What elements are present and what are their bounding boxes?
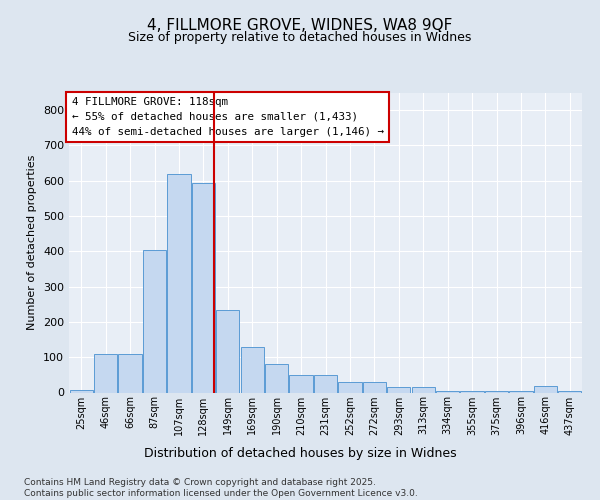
Y-axis label: Number of detached properties: Number of detached properties — [28, 155, 37, 330]
Bar — [241, 346, 264, 393]
Bar — [363, 382, 386, 392]
Bar — [143, 250, 166, 392]
Bar — [265, 364, 288, 392]
Text: Contains HM Land Registry data © Crown copyright and database right 2025.
Contai: Contains HM Land Registry data © Crown c… — [24, 478, 418, 498]
Text: Distribution of detached houses by size in Widnes: Distribution of detached houses by size … — [143, 448, 457, 460]
Bar — [289, 375, 313, 392]
Bar — [314, 375, 337, 392]
Bar — [387, 387, 410, 392]
Text: 4, FILLMORE GROVE, WIDNES, WA8 9QF: 4, FILLMORE GROVE, WIDNES, WA8 9QF — [148, 18, 452, 32]
Bar — [534, 386, 557, 392]
Bar — [460, 390, 484, 392]
Bar — [94, 354, 117, 393]
Bar — [216, 310, 239, 392]
Text: 4 FILLMORE GROVE: 118sqm
← 55% of detached houses are smaller (1,433)
44% of sem: 4 FILLMORE GROVE: 118sqm ← 55% of detach… — [71, 97, 383, 136]
Bar — [70, 390, 93, 392]
Bar — [412, 387, 435, 392]
Bar — [338, 382, 362, 392]
Bar — [118, 354, 142, 393]
Text: Size of property relative to detached houses in Widnes: Size of property relative to detached ho… — [128, 31, 472, 44]
Bar — [192, 182, 215, 392]
Bar — [436, 390, 459, 392]
Bar — [167, 174, 191, 392]
